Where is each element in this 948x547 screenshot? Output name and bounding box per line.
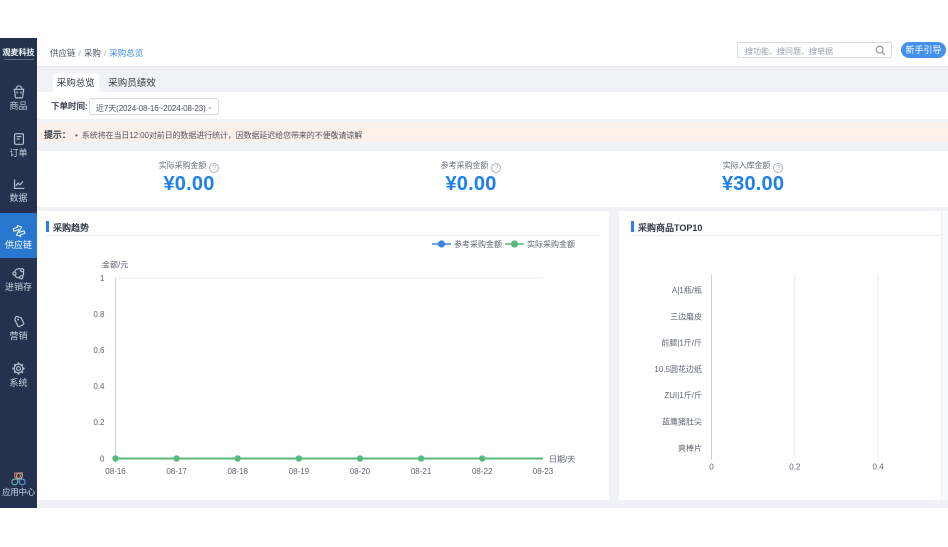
svg-text:0.4: 0.4 <box>873 463 885 472</box>
svg-text:08-20: 08-20 <box>350 467 371 476</box>
svg-text:08-17: 08-17 <box>166 467 187 476</box>
svg-text:08-19: 08-19 <box>289 467 310 476</box>
svg-text:日期/天: 日期/天 <box>549 455 575 464</box>
svg-text:0.8: 0.8 <box>93 310 105 319</box>
svg-text:A|1瓶/瓶: A|1瓶/瓶 <box>672 285 702 295</box>
svg-text:08-23: 08-23 <box>533 467 554 476</box>
svg-text:蓝鹰猪肚尖: 蓝鹰猪肚尖 <box>662 417 702 427</box>
svg-text:0.6: 0.6 <box>93 346 105 355</box>
svg-text:实际采购金额: 实际采购金额 <box>527 239 575 249</box>
svg-text:1: 1 <box>100 274 105 283</box>
svg-text:08-18: 08-18 <box>227 467 248 476</box>
svg-text:08-22: 08-22 <box>472 467 493 476</box>
svg-text:08-21: 08-21 <box>411 467 432 476</box>
svg-text:0: 0 <box>709 463 714 472</box>
svg-text:前腿|1斤/斤: 前腿|1斤/斤 <box>661 338 702 348</box>
svg-text:爽棒片: 爽棒片 <box>678 443 702 453</box>
svg-text:10.5圆花边纸: 10.5圆花边纸 <box>654 364 702 374</box>
svg-text:金额/元: 金额/元 <box>102 260 128 270</box>
svg-text:0.2: 0.2 <box>789 463 801 472</box>
svg-text:ZUI|1斤/斤: ZUI|1斤/斤 <box>664 390 702 400</box>
svg-text:0: 0 <box>100 454 105 463</box>
svg-text:参考采购金额: 参考采购金额 <box>454 239 502 249</box>
svg-text:0.4: 0.4 <box>93 382 105 391</box>
svg-text:08-16: 08-16 <box>105 467 126 476</box>
svg-text:0.2: 0.2 <box>93 418 105 427</box>
svg-text:三边磨皮: 三边磨皮 <box>670 311 702 321</box>
